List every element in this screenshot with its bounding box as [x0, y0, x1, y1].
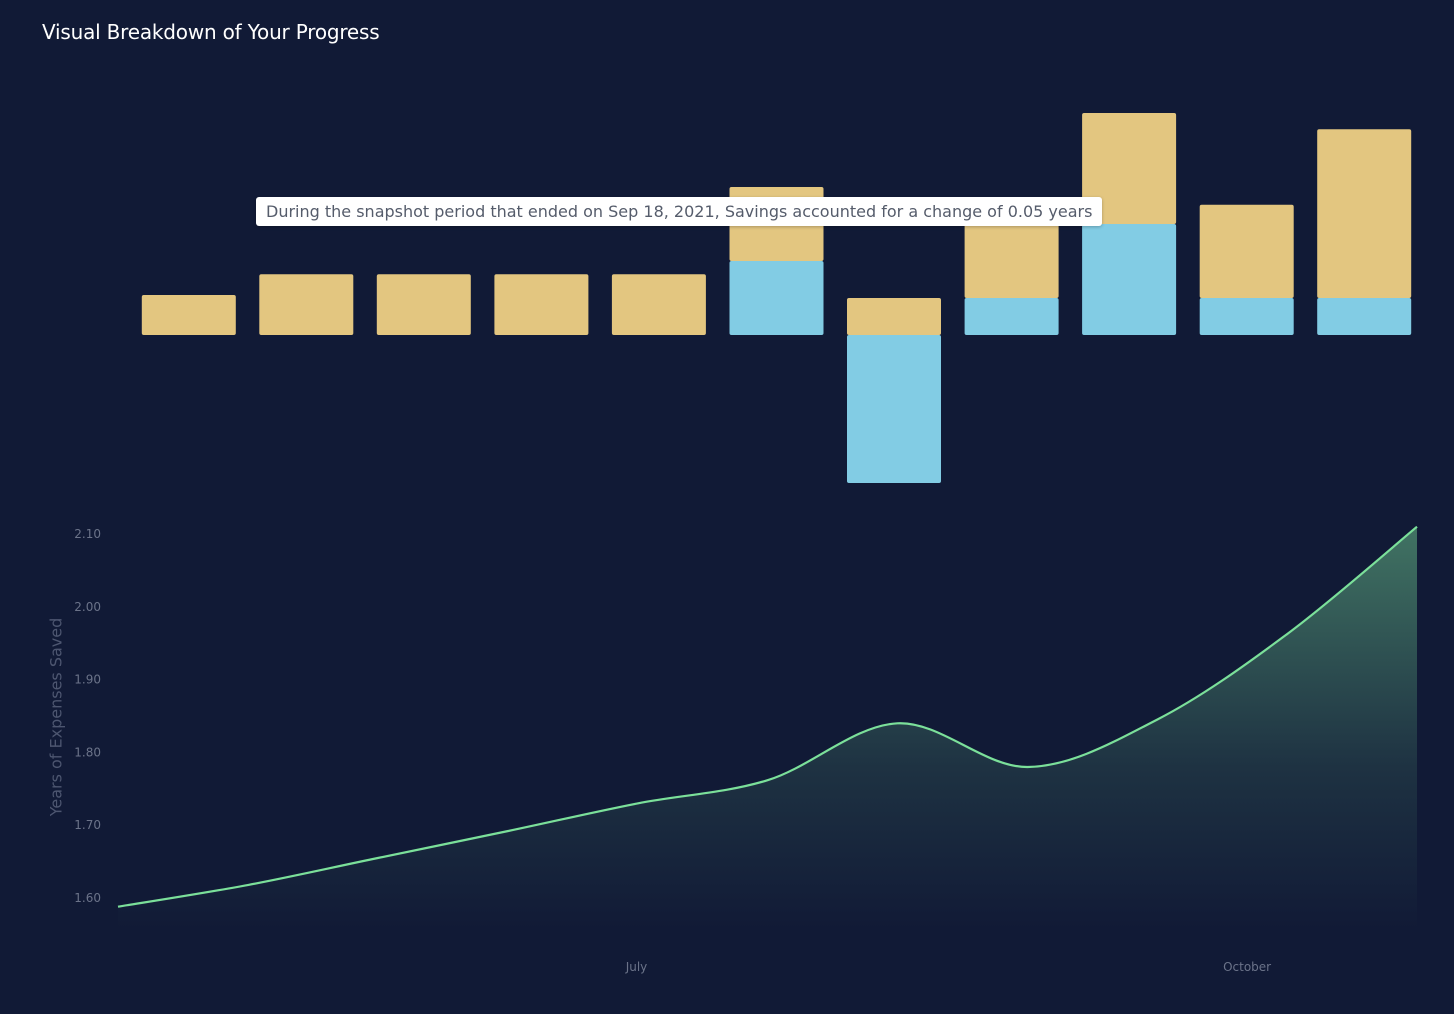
y-tick-label: 2.00 [74, 600, 101, 614]
line-point[interactable] [374, 854, 382, 862]
x-axis: July October [625, 960, 1271, 974]
y-axis: 1.60 1.70 1.80 1.90 2.00 2.10 [74, 527, 101, 905]
area-fill [118, 526, 1417, 930]
line-point[interactable] [114, 903, 122, 911]
bar-savings-6[interactable] [729, 261, 824, 335]
y-tick-label: 1.60 [74, 891, 101, 905]
y-axis-title: Years of Expenses Saved [46, 617, 66, 817]
line-point[interactable] [1024, 763, 1032, 771]
bar-other-2[interactable] [259, 274, 354, 335]
bar-other-9[interactable] [1082, 113, 1177, 224]
y-tick-label: 1.70 [74, 818, 101, 832]
x-tick-label: July [625, 960, 648, 974]
line-point[interactable] [1153, 716, 1161, 724]
line-point[interactable] [1413, 523, 1421, 531]
bar-tooltip: During the snapshot period that ended on… [256, 197, 1103, 226]
bar-other-3[interactable] [376, 274, 471, 335]
y-tick-label: 2.10 [74, 527, 101, 541]
x-tick-label: October [1223, 960, 1271, 974]
bar-other-8[interactable] [964, 224, 1059, 298]
line-point[interactable] [764, 776, 772, 784]
line-point[interactable] [244, 881, 252, 889]
line-point[interactable] [1284, 630, 1292, 638]
bar-other-1[interactable] [141, 295, 236, 335]
line-point[interactable] [893, 719, 901, 727]
bar-other-5[interactable] [611, 274, 706, 335]
line-point[interactable] [634, 799, 642, 807]
line-chart: 1.60 1.70 1.80 1.90 2.00 2.10 July October [74, 523, 1421, 974]
bar-savings-11[interactable] [1317, 298, 1412, 335]
bar-chart [141, 113, 1412, 483]
bar-savings-8[interactable] [964, 298, 1059, 335]
line-point[interactable] [504, 827, 512, 835]
bar-other-7[interactable] [847, 298, 941, 335]
bar-savings-10[interactable] [1199, 298, 1294, 335]
series-line [117, 525, 1418, 908]
y-tick-label: 1.90 [74, 673, 101, 687]
bar-other-11[interactable] [1317, 129, 1412, 298]
bar-savings-7[interactable] [847, 335, 941, 483]
page-title: Visual Breakdown of Your Progress [42, 20, 380, 44]
bar-other-4[interactable] [494, 274, 589, 335]
bar-savings-9[interactable] [1082, 224, 1177, 335]
bar-other-10[interactable] [1199, 204, 1294, 298]
y-tick-label: 1.80 [74, 745, 101, 759]
